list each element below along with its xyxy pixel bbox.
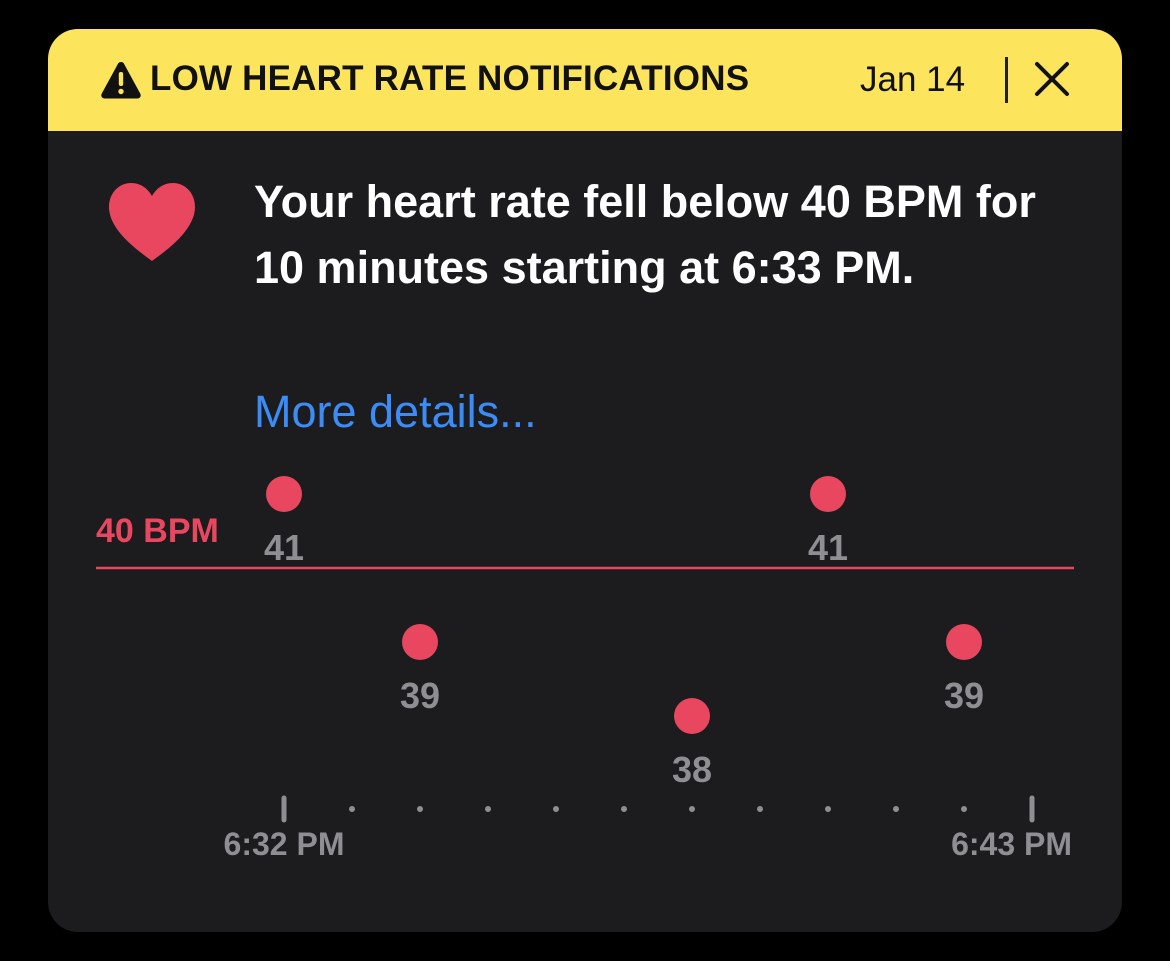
data-point [946, 624, 982, 660]
axis-tick-dot [689, 806, 695, 812]
notification-banner: LOW HEART RATE NOTIFICATIONS Jan 14 [48, 29, 1122, 131]
data-point-label: 41 [808, 527, 848, 568]
data-point-label: 38 [672, 749, 712, 790]
data-point [674, 698, 710, 734]
axis-tick-dot [893, 806, 899, 812]
data-point [266, 476, 302, 512]
data-point-label: 39 [944, 675, 984, 716]
banner-date: Jan 14 [860, 60, 966, 99]
data-point-label: 41 [264, 527, 304, 568]
notification-card: LOW HEART RATE NOTIFICATIONS Jan 14 Your… [48, 29, 1122, 932]
axis-tick-dot [621, 806, 627, 812]
data-point [810, 476, 846, 512]
threshold-label: 40 BPM [96, 512, 219, 550]
axis-tick-dot [757, 806, 763, 812]
axis-tick-dot [825, 806, 831, 812]
axis-tick-dot [417, 806, 423, 812]
axis-tick-dot [961, 806, 967, 812]
axis-tick-dot [553, 806, 559, 812]
banner-title: LOW HEART RATE NOTIFICATIONS [150, 59, 750, 98]
banner-divider [1005, 57, 1008, 103]
data-point [402, 624, 438, 660]
notification-message: Your heart rate fell below 40 BPM for 10… [254, 176, 1036, 293]
data-point-label: 39 [400, 675, 440, 716]
warning-triangle-icon [101, 62, 141, 99]
axis-tick-dot [485, 806, 491, 812]
more-details-link[interactable]: More details... [254, 386, 537, 437]
axis-tick-dot [349, 806, 355, 812]
heart-rate-chart: 40 BPM 41 39 38 41 39 6:32 PM 6:43 PM [96, 476, 1074, 862]
x-axis-start-label: 6:32 PM [224, 826, 345, 862]
heart-icon [109, 183, 195, 261]
x-axis-end-label: 6:43 PM [951, 826, 1072, 862]
close-icon[interactable] [1032, 59, 1072, 99]
